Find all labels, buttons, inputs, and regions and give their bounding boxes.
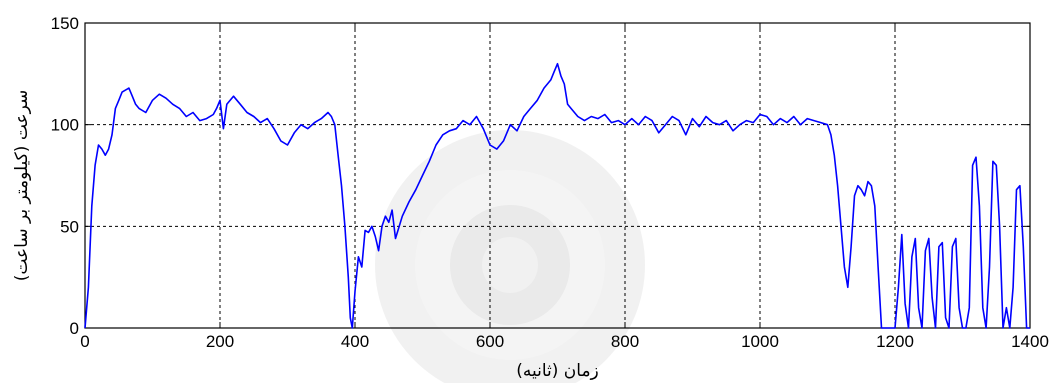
axis-ticks <box>84 22 1031 329</box>
x-tick-label: 1000 <box>741 332 779 351</box>
y-tick-label: 50 <box>60 217 79 236</box>
grid-lines <box>85 23 1030 328</box>
y-tick-label: 0 <box>70 319 79 338</box>
y-axis-label: سرعت (کیلومتر بر ساعت) <box>12 90 32 282</box>
x-tick-label: 800 <box>611 332 639 351</box>
y-tick-labels: 0 50 100 150 <box>51 14 79 338</box>
x-tick-label: 1200 <box>876 332 914 351</box>
x-tick-label: 200 <box>206 332 234 351</box>
x-tick-label: 400 <box>341 332 369 351</box>
x-tick-label: 600 <box>476 332 504 351</box>
speed-series-line <box>84 62 1030 329</box>
x-tick-label: 0 <box>80 332 89 351</box>
y-tick-label: 150 <box>51 14 79 33</box>
x-tick-labels: 0 200 400 600 800 1000 1200 1400 <box>80 332 1049 351</box>
y-tick-label: 100 <box>51 116 79 135</box>
watermark-emblem <box>375 130 645 383</box>
x-axis-label: زمان (ثانیه) <box>516 361 599 381</box>
plot-frame <box>84 22 1031 329</box>
x-tick-label: 1400 <box>1011 332 1049 351</box>
